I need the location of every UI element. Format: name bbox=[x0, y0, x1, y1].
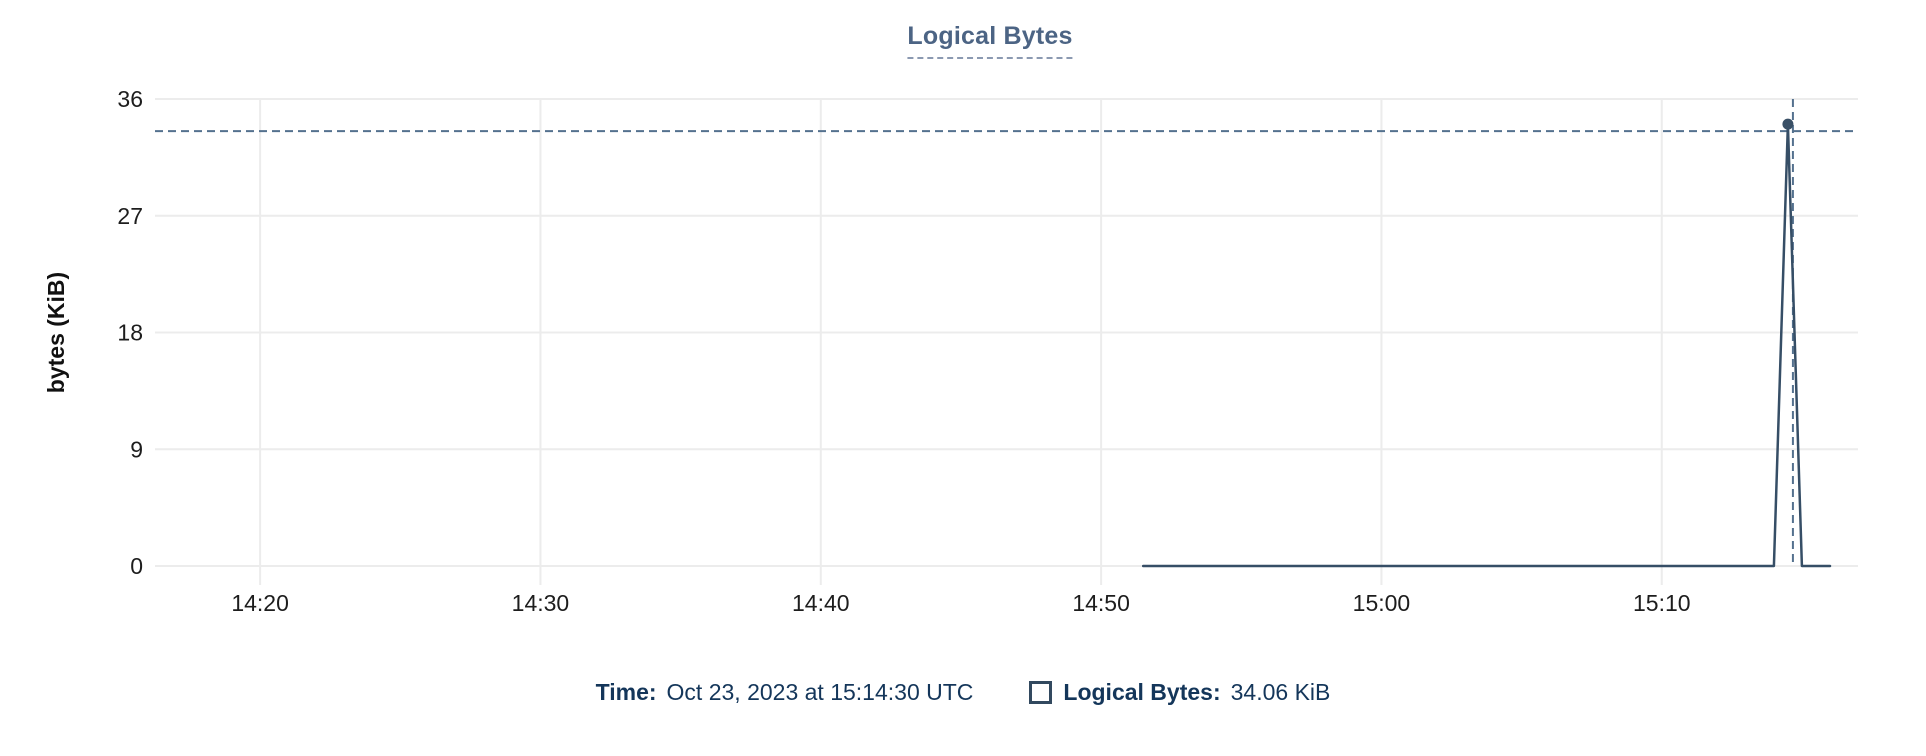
y-tick-label: 9 bbox=[130, 436, 143, 462]
x-tick-label: 14:20 bbox=[231, 590, 289, 616]
y-tick-label: 0 bbox=[130, 553, 143, 579]
selected-point-marker[interactable] bbox=[1782, 118, 1794, 130]
series-line-logical-bytes bbox=[1141, 122, 1832, 568]
tooltip-time: Time: Oct 23, 2023 at 15:14:30 UTC bbox=[596, 679, 974, 706]
line-chart-canvas[interactable]: 14:20 14:30 14:40 14:50 15:00 15:10 36 27 18 9 0 bbox=[0, 0, 1926, 655]
x-tick-label: 15:00 bbox=[1353, 590, 1411, 616]
x-tick-label: 15:10 bbox=[1633, 590, 1691, 616]
y-tick-label: 36 bbox=[117, 86, 143, 112]
y-tick-label: 18 bbox=[117, 320, 143, 346]
x-tick-label: 14:50 bbox=[1072, 590, 1130, 616]
tooltip-time-label: Time: bbox=[595, 679, 657, 705]
tooltip-time-value: Oct 23, 2023 at 15:14:30 UTC bbox=[666, 679, 974, 705]
legend-value: 34.06 KiB bbox=[1230, 679, 1331, 705]
y-tick-label: 27 bbox=[117, 203, 143, 229]
x-tick-label: 14:30 bbox=[512, 590, 570, 616]
legend-swatch[interactable] bbox=[1029, 681, 1053, 704]
legend-item-logical-bytes[interactable]: Logical Bytes: 34.06 KiB bbox=[1029, 679, 1330, 706]
legend-label: Logical Bytes: bbox=[1063, 679, 1221, 705]
chart-title[interactable]: Logical Bytes bbox=[907, 22, 1073, 59]
x-tick-label: 14:40 bbox=[792, 590, 850, 616]
hover-readout: Time: Oct 23, 2023 at 15:14:30 UTC Logic… bbox=[0, 679, 1926, 706]
